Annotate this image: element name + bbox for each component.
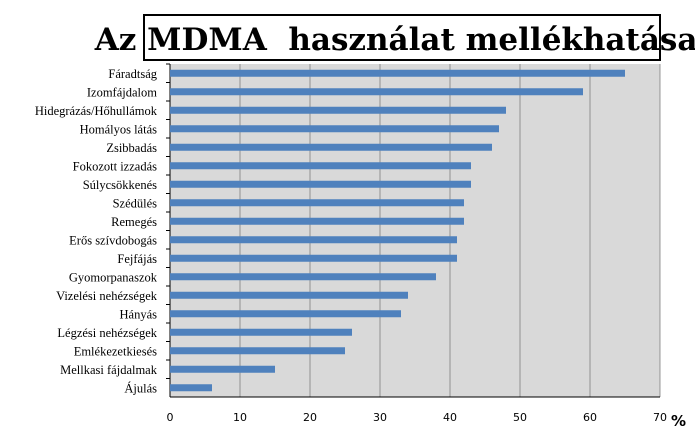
x-tick-label: 10 xyxy=(233,411,247,424)
gridlines xyxy=(166,63,661,398)
category-label: Ájulás xyxy=(124,381,157,395)
category-label: Vizelési nehézségek xyxy=(56,289,158,303)
category-label: Fáradtság xyxy=(108,67,157,81)
bar xyxy=(170,347,345,355)
category-label: Súlycsökkenés xyxy=(83,178,157,192)
x-tick-label: 50 xyxy=(513,411,527,424)
category-label: Szédülés xyxy=(113,196,158,210)
bar xyxy=(170,254,457,262)
x-axis-unit-label: % xyxy=(671,412,686,430)
category-label: Mellkasi fájdalmak xyxy=(60,363,158,377)
x-tick-label: 70 xyxy=(653,411,667,424)
category-label: Fejfájás xyxy=(117,252,157,266)
plot-area xyxy=(170,64,660,397)
bar xyxy=(170,69,625,77)
category-label: Hányás xyxy=(120,307,158,321)
x-tick-labels: 0 10 20 30 40 50 60 70 xyxy=(167,411,668,424)
bar xyxy=(170,162,471,170)
category-label: Légzési nehézségek xyxy=(57,326,157,340)
bar xyxy=(170,180,471,188)
bar xyxy=(170,365,275,373)
x-tick-label: 30 xyxy=(373,411,387,424)
category-label: Gyomorpanaszok xyxy=(69,270,158,284)
bar xyxy=(170,106,506,114)
category-label: Emlékezetkiesés xyxy=(74,344,157,358)
category-label: Zsibbadás xyxy=(106,141,157,155)
bar xyxy=(170,328,352,336)
category-labels: Fáradtság Izomfájdalom Hidegrázás/Hőhullám… xyxy=(35,67,158,396)
bar xyxy=(170,217,464,225)
bar xyxy=(170,310,401,318)
bar xyxy=(170,291,408,299)
x-tick-label: 0 xyxy=(167,411,174,424)
bars xyxy=(170,69,625,392)
category-label: Fokozott izzadás xyxy=(73,159,157,173)
chart-title: Az MDMA használat mellékhatásai xyxy=(94,22,695,58)
x-tick-label: 20 xyxy=(303,411,317,424)
category-label: Remegés xyxy=(111,215,157,229)
category-label: Izomfájdalom xyxy=(87,85,157,99)
category-label: Hidegrázás/Hőhullámok xyxy=(35,104,158,118)
bar xyxy=(170,236,457,244)
x-tick-label: 60 xyxy=(583,411,597,424)
bar xyxy=(170,199,464,207)
x-tick-label: 40 xyxy=(443,411,457,424)
bar xyxy=(170,125,499,133)
bar xyxy=(170,384,212,392)
bar xyxy=(170,143,492,151)
category-label: Homályos látás xyxy=(80,122,158,136)
category-label: Erős szívdobogás xyxy=(69,233,157,247)
bar xyxy=(170,273,436,281)
chart-title-box: Az MDMA használat mellékhatásai xyxy=(94,14,695,61)
bar xyxy=(170,88,583,96)
